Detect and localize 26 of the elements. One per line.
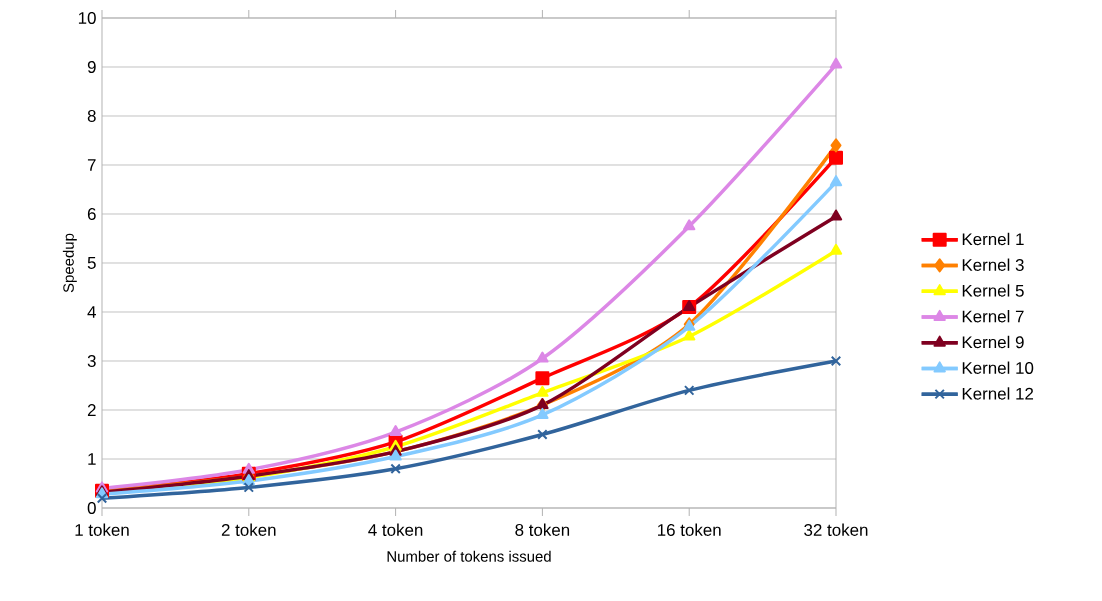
legend-label: Kernel 10 [962,361,1034,374]
y-tick-label: 6 [87,208,96,220]
legend-label: Kernel 3 [962,258,1024,271]
x-tick-label: 32 token [804,523,868,536]
x-tick-label: 8 token [515,523,570,536]
y-tick-label: 0 [87,502,96,514]
x-tick-label: 1 token [75,523,129,536]
x-tick-label: 16 token [658,523,721,536]
y-tick-label: 3 [87,355,96,367]
y-tick-label: 5 [87,257,96,269]
legend-label: Kernel 5 [962,284,1024,297]
x-axis-title: Number of tokens issued [387,550,551,562]
y-axis-title: Speedup [62,233,77,293]
y-tick-label: 10 [78,12,96,24]
y-tick-label: 8 [87,110,96,122]
y-tick-label: 4 [87,306,96,318]
y-tick-label: 1 [88,453,96,465]
legend-label: Kernel 12 [962,387,1034,400]
legend-label: Kernel 9 [962,335,1024,349]
y-tick-label: 7 [87,159,96,171]
y-tick-label: 9 [87,61,96,73]
x-tick-label: 2 token [221,523,276,536]
x-tick-label: 4 token [368,523,423,536]
y-tick-label: 2 [87,404,96,416]
legend-label: Kernel 7 [962,310,1024,323]
legend-label: Kernel 1 [962,232,1024,246]
